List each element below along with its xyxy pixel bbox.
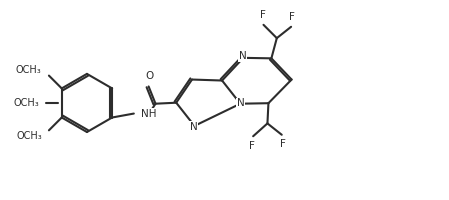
Text: O: O [145,71,153,81]
Text: F: F [280,139,286,149]
Text: F: F [249,141,255,151]
Text: N: N [237,98,245,108]
Text: F: F [289,12,295,22]
Text: OCH₃: OCH₃ [15,65,41,75]
Text: N: N [189,122,198,132]
Text: N: N [239,51,247,61]
Text: F: F [260,10,266,20]
Text: OCH₃: OCH₃ [16,131,42,141]
Text: NH: NH [141,109,156,119]
Text: OCH₃: OCH₃ [13,98,39,108]
